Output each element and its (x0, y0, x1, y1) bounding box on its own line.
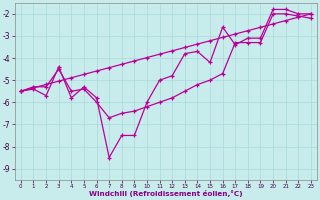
X-axis label: Windchill (Refroidissement éolien,°C): Windchill (Refroidissement éolien,°C) (89, 190, 243, 197)
